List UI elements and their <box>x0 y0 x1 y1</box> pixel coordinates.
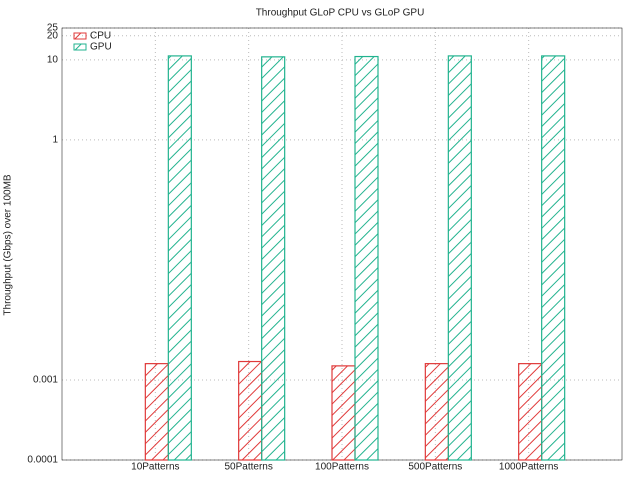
x-tick-label: 1000Patterns <box>499 462 559 473</box>
bar <box>447 55 472 461</box>
legend-label: CPU <box>90 31 111 42</box>
bar <box>261 56 286 461</box>
y-tick-label: 20 <box>47 30 59 41</box>
x-tick-label: 10Patterns <box>131 462 179 473</box>
legend-swatch <box>73 43 87 51</box>
chart-title: Throughput GLoP CPU vs GLoP GPU <box>256 8 425 19</box>
y-axis-label: Throughput (Gbps) over 100MB <box>3 174 14 316</box>
y-tick-label: 1 <box>52 135 58 146</box>
bar <box>354 55 379 461</box>
bar <box>167 55 192 461</box>
bar <box>518 363 543 461</box>
legend-label: GPU <box>90 42 112 53</box>
bar <box>238 360 263 461</box>
x-tick-label: 50Patterns <box>224 462 272 473</box>
legend-swatch <box>73 32 87 40</box>
bar <box>424 363 449 461</box>
x-tick-label: 500Patterns <box>408 462 462 473</box>
bar <box>331 365 356 461</box>
y-tick-label: 0.0001 <box>27 455 58 466</box>
bar <box>144 363 169 461</box>
y-tick-label: 10 <box>47 54 59 65</box>
y-tick-label: 0.001 <box>33 375 58 386</box>
bar <box>541 55 566 461</box>
x-tick-label: 100Patterns <box>315 462 369 473</box>
y-tick-label: 25 <box>47 23 59 34</box>
